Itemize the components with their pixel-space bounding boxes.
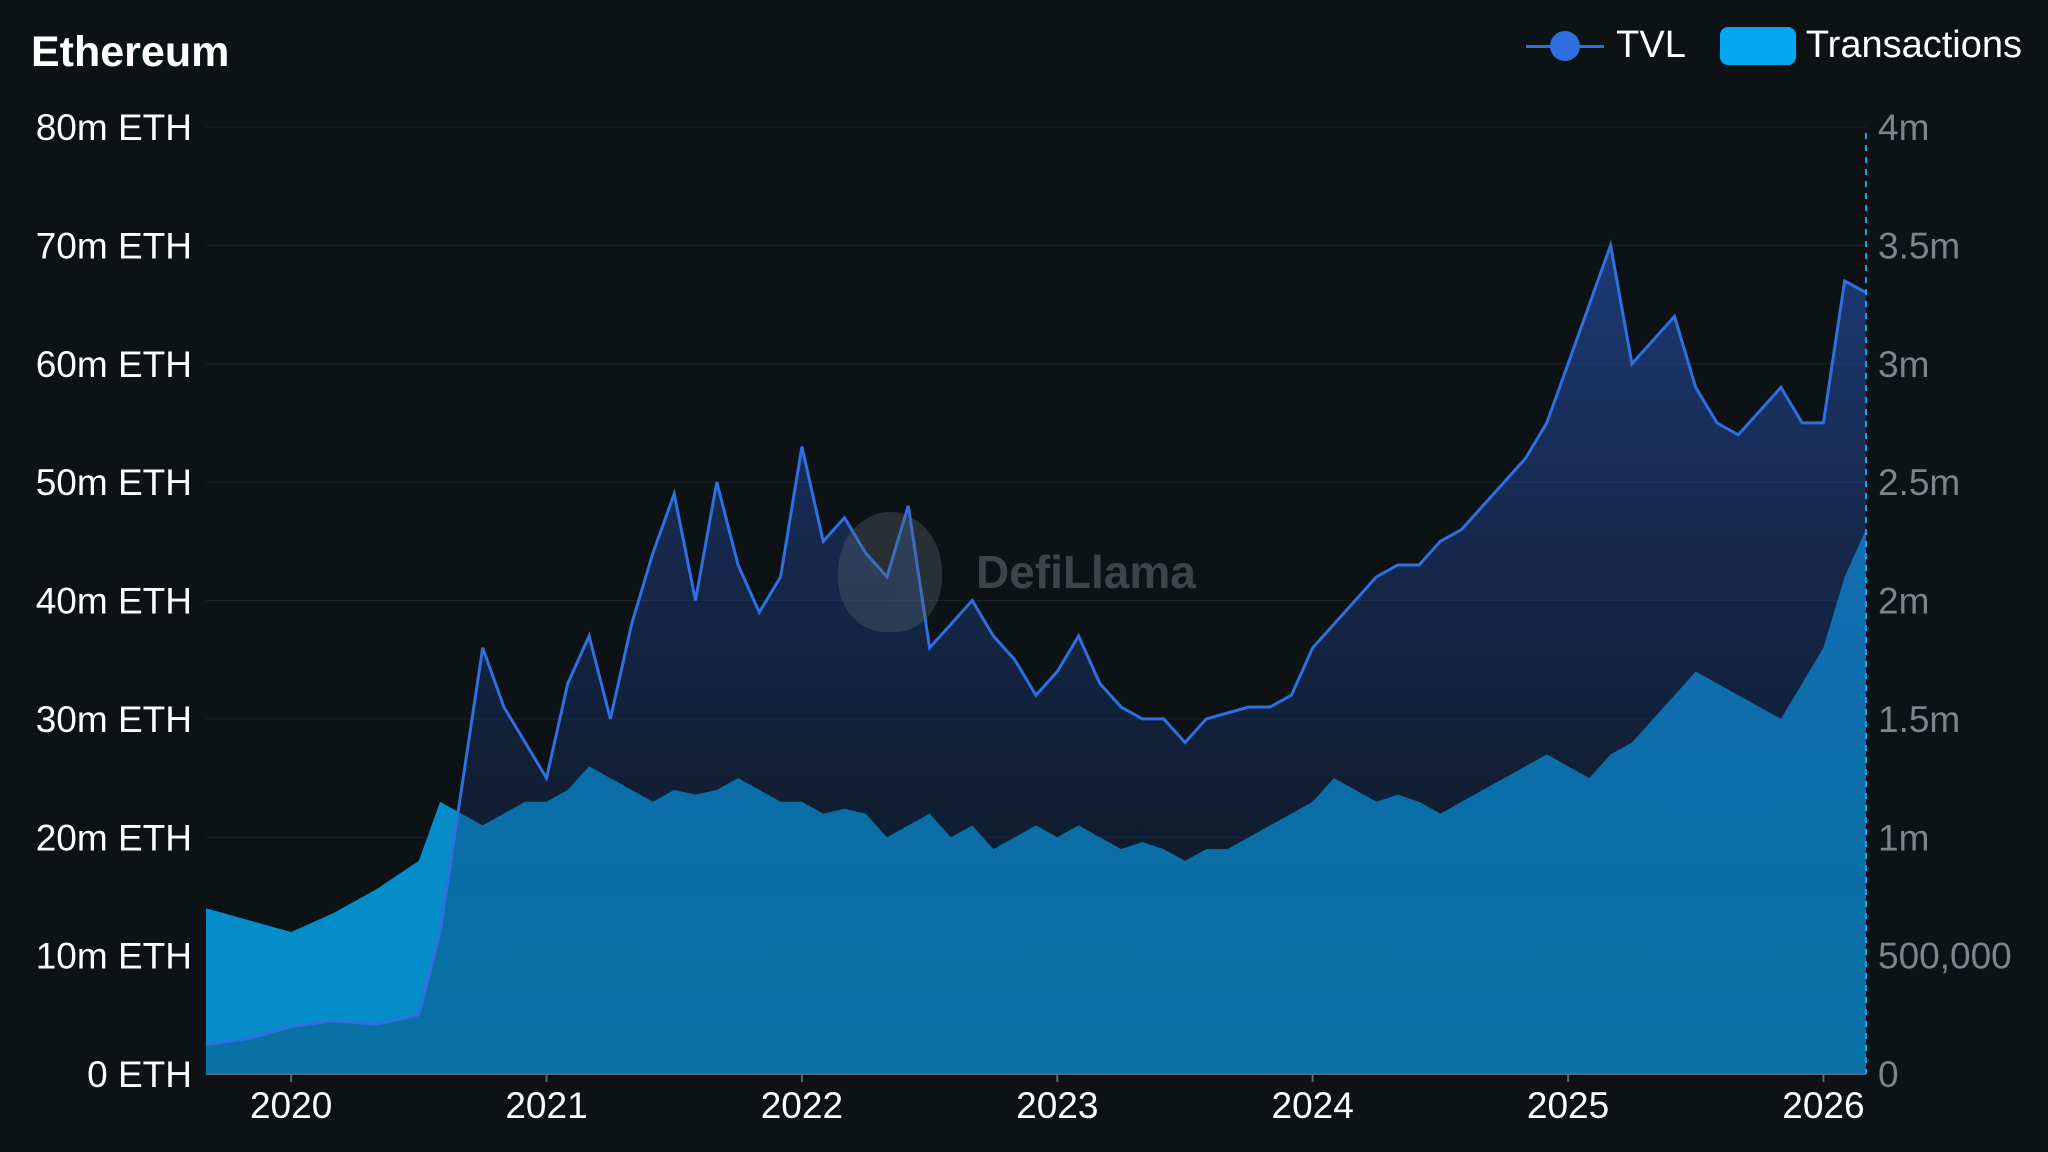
x-axis-tick-label: 2026 xyxy=(1782,1085,1864,1126)
y-axis-right-tick-label: 0 xyxy=(1878,1054,1899,1095)
x-axis-tick-label: 2021 xyxy=(505,1085,587,1126)
watermark: DefiLlama xyxy=(838,512,1196,632)
chart-legend: TVL Transactions xyxy=(1526,24,2022,67)
tvl-area xyxy=(206,245,1866,1074)
y-axis-right-tick-label: 500,000 xyxy=(1878,936,2012,977)
transactions-series-marker-icon xyxy=(1719,26,1796,65)
tvl-line xyxy=(205,239,1867,1046)
watermark-text: DefiLlama xyxy=(976,546,1196,598)
y-axis-right-tick-label: 2m xyxy=(1878,581,1929,622)
legend-label-transactions: Transactions xyxy=(1805,24,2022,66)
legend-item-tvl[interactable]: TVL xyxy=(1526,24,1686,67)
y-axis-right-tick-label: 3m xyxy=(1878,344,1929,385)
y-axis-left-tick-label: 60m ETH xyxy=(36,344,192,385)
x-axis-tick-label: 2020 xyxy=(250,1085,332,1126)
y-axis-right-tick-label: 2.5m xyxy=(1878,462,1960,503)
y-axis-left-tick-label: 40m ETH xyxy=(36,581,192,622)
y-axis-left-tick-label: 50m ETH xyxy=(36,462,192,503)
y-axis-left-tick-label: 80m ETH xyxy=(36,107,192,148)
y-axis-right-tick-label: 3.5m xyxy=(1878,225,1960,266)
llama-logo-icon xyxy=(838,512,942,632)
y-axis-left-tick-label: 10m ETH xyxy=(36,936,192,977)
x-axis-tick-label: 2024 xyxy=(1272,1085,1354,1126)
x-axis-tick-label: 2022 xyxy=(761,1085,843,1126)
legend-label-tvl: TVL xyxy=(1616,24,1686,66)
y-axis-right-tick-label: 1m xyxy=(1878,817,1929,858)
legend-item-transactions[interactable]: Transactions xyxy=(1686,24,2022,67)
x-axis-tick-label: 2025 xyxy=(1527,1085,1609,1126)
tvl-series-marker-icon xyxy=(1526,28,1605,64)
y-axis-left-tick-label: 70m ETH xyxy=(36,225,192,266)
y-axis-left-tick-label: 20m ETH xyxy=(36,817,192,858)
y-axis-left-tick-label: 30m ETH xyxy=(36,699,192,740)
y-axis-left-tick-label: 0 ETH xyxy=(87,1054,192,1095)
y-axis-right-tick-label: 1.5m xyxy=(1878,699,1960,740)
chart-title: Ethereum xyxy=(31,28,230,76)
x-axis-tick-label: 2023 xyxy=(1016,1085,1098,1126)
y-axis-right-tick-label: 4m xyxy=(1878,107,1929,148)
